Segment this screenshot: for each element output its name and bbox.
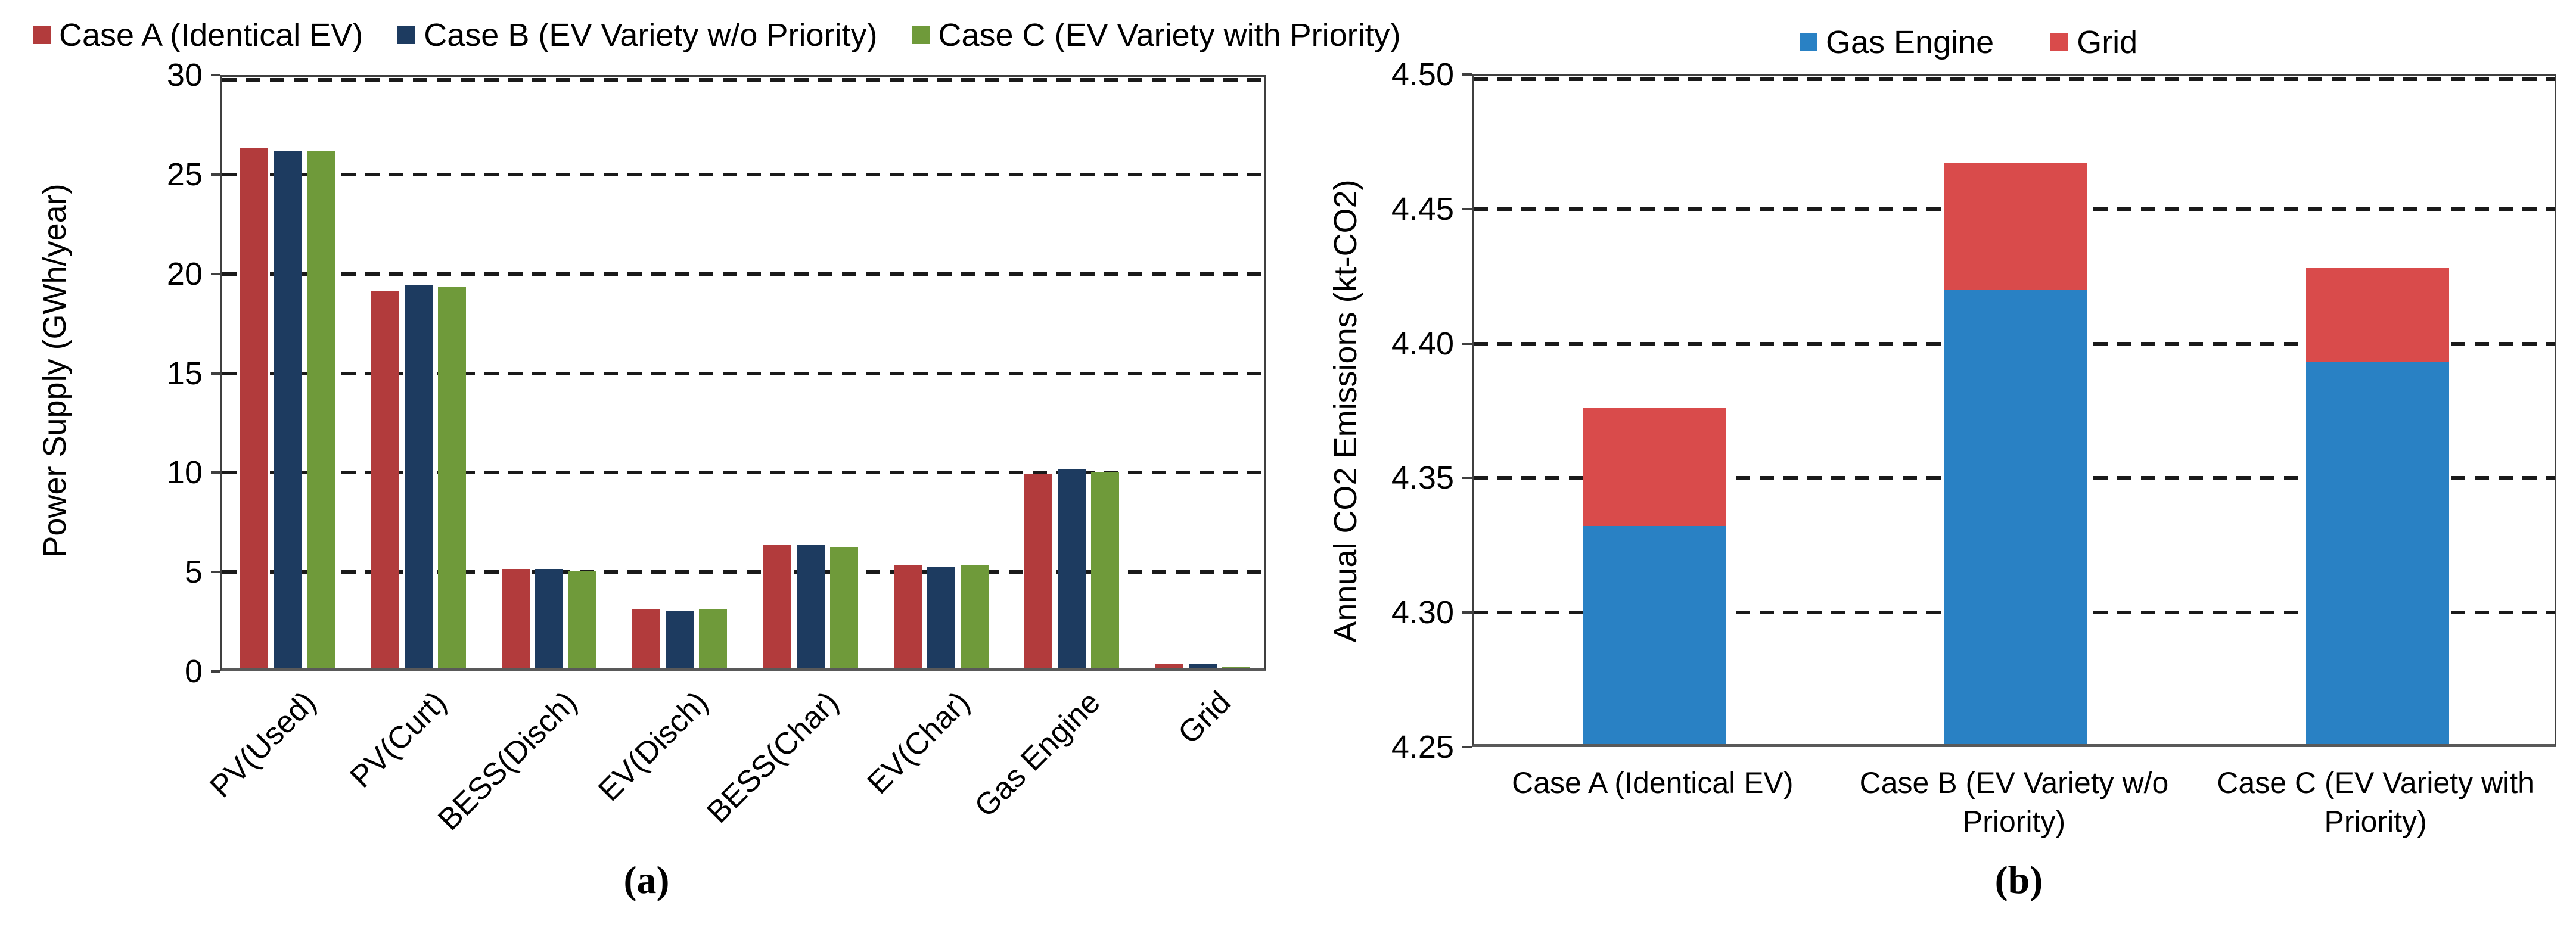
y-tick-mark-a-20 xyxy=(211,272,220,275)
y-tick-label-b-4.25: 4.25 xyxy=(1391,729,1454,765)
bar-a-grid-case-c-ev-variety-with-priority xyxy=(1222,666,1250,668)
bar-a-bess-char-case-b-ev-variety-w-o-priority xyxy=(796,545,825,668)
gridline-a-30 xyxy=(222,78,1264,82)
bar-a-grid-case-b-ev-variety-w-o-priority xyxy=(1188,664,1217,668)
bar-a-bess-char-case-c-ev-variety-with-priority xyxy=(829,547,858,668)
chart-a-legend: Case A (Identical EV) Case B (EV Variety … xyxy=(33,17,1401,54)
y-tick-label-b-4.50: 4.50 xyxy=(1391,57,1454,92)
legend-label-case-c-ev-variety-with-priority: Case C (EV Variety with Priority) xyxy=(938,17,1401,53)
y-tick-mark-a-15 xyxy=(211,372,220,375)
chart-b-y-axis-title: Annual CO2 Emissions (kt-CO2) xyxy=(1328,179,1363,643)
y-tick-label-b-4.40: 4.40 xyxy=(1391,325,1454,362)
legend-item-case-c-ev-variety-with-priority: Case C (EV Variety with Priority) xyxy=(912,17,1401,54)
gridline-a-20 xyxy=(222,272,1264,276)
y-tick-label-a-15: 15 xyxy=(166,355,203,391)
legend-item-case-b-ev-variety-w-o-priority: Case B (EV Variety w/o Priority) xyxy=(397,17,877,54)
legend-item-grid: Grid xyxy=(2050,24,2137,61)
bar-a-gas-engine-case-c-ev-variety-with-priority xyxy=(1091,471,1120,668)
bar-a-pv-used-case-c-ev-variety-with-priority xyxy=(307,151,335,668)
bar-a-bess-disch-case-c-ev-variety-with-priority xyxy=(568,571,596,668)
y-tick-mark-a-10 xyxy=(211,471,220,474)
y-tick-label-b-4.30: 4.30 xyxy=(1391,595,1454,631)
y-tick-label-a-20: 20 xyxy=(166,256,203,292)
legend-swatch-gas-engine-icon xyxy=(1800,33,1817,51)
bar-b-case-a-identical-ev-gas-engine xyxy=(1583,526,1726,744)
legend-swatch-case-a-identical-ev-icon xyxy=(33,26,51,44)
y-tick-label-a-5: 5 xyxy=(184,554,203,590)
x-axis-label-b-case-b-ev-variety-w-o-priority: Case B (EV Variety w/o Priority) xyxy=(1859,766,2169,838)
gridline-a-5 xyxy=(222,570,1264,574)
y-tick-mark-a-25 xyxy=(211,173,220,176)
bar-a-ev-disch-case-b-ev-variety-w-o-priority xyxy=(666,611,694,668)
bar-a-ev-disch-case-c-ev-variety-with-priority xyxy=(699,608,728,668)
y-tick-mark-b-4.35 xyxy=(1462,477,1472,480)
gridline-a-25 xyxy=(222,172,1264,176)
chart-a-caption: (a) xyxy=(623,858,670,902)
chart-a-plot-area xyxy=(220,75,1266,671)
legend-swatch-case-b-ev-variety-w-o-priority-icon xyxy=(397,26,416,44)
x-axis-label-b-case-a-identical-ev: Case A (Identical EV) xyxy=(1512,766,1794,799)
bar-b-case-c-ev-variety-with-priority-grid xyxy=(2305,267,2449,362)
y-tick-label-a-10: 10 xyxy=(166,455,203,491)
legend-swatch-grid-icon xyxy=(2050,33,2069,51)
y-tick-mark-b-4.25 xyxy=(1462,746,1472,748)
y-tick-label-a-25: 25 xyxy=(166,156,203,192)
y-tick-label-b-4.35: 4.35 xyxy=(1391,460,1454,496)
legend-label-gas-engine: Gas Engine xyxy=(1826,24,1994,60)
chart-b-legend: Gas Engine Grid xyxy=(1800,24,2137,61)
bar-b-case-b-ev-variety-w-o-priority-grid xyxy=(1944,163,2087,290)
legend-item-gas-engine: Gas Engine xyxy=(1800,24,1994,61)
chart-a-y-axis-title: Power Supply (GWh/year) xyxy=(37,183,73,558)
bar-a-ev-char-case-a-identical-ev xyxy=(894,565,922,668)
gridline-a-10 xyxy=(222,471,1264,475)
bar-a-bess-disch-case-a-identical-ev xyxy=(501,569,530,668)
y-tick-mark-a-5 xyxy=(211,571,220,574)
y-tick-label-a-0: 0 xyxy=(184,654,203,689)
y-tick-mark-b-4.50 xyxy=(1462,73,1472,76)
bar-a-gas-engine-case-a-identical-ev xyxy=(1024,474,1053,668)
bar-a-pv-used-case-a-identical-ev xyxy=(240,147,269,668)
bar-b-case-a-identical-ev-grid xyxy=(1583,407,1726,527)
y-tick-label-b-4.45: 4.45 xyxy=(1391,191,1454,227)
chart-b-caption: (b) xyxy=(1994,858,2043,902)
y-tick-mark-b-4.45 xyxy=(1462,207,1472,210)
bar-a-pv-curt-case-a-identical-ev xyxy=(371,291,399,668)
bar-b-case-c-ev-variety-with-priority-gas-engine xyxy=(2305,362,2449,744)
bar-a-pv-curt-case-b-ev-variety-w-o-priority xyxy=(404,285,433,668)
bar-a-ev-char-case-b-ev-variety-w-o-priority xyxy=(927,567,956,668)
bar-a-ev-disch-case-a-identical-ev xyxy=(632,608,661,668)
legend-swatch-case-c-ev-variety-with-priority-icon xyxy=(912,26,930,44)
gridline-a-15 xyxy=(222,371,1264,375)
bar-a-pv-curt-case-c-ev-variety-with-priority xyxy=(437,287,466,668)
chart-b-plot-area xyxy=(1472,74,2556,747)
y-tick-label-a-30: 30 xyxy=(166,57,203,93)
legend-label-grid: Grid xyxy=(2077,24,2138,60)
bar-a-ev-char-case-c-ev-variety-with-priority xyxy=(961,565,989,668)
bar-a-bess-disch-case-b-ev-variety-w-o-priority xyxy=(535,569,563,668)
y-tick-mark-a-30 xyxy=(211,74,220,76)
y-tick-mark-b-4.40 xyxy=(1462,342,1472,345)
bar-a-pv-used-case-b-ev-variety-w-o-priority xyxy=(274,151,302,668)
bar-a-grid-case-a-identical-ev xyxy=(1155,664,1183,668)
legend-item-case-a-identical-ev: Case A (Identical EV) xyxy=(33,17,363,54)
y-tick-mark-a-0 xyxy=(211,670,220,673)
legend-label-case-a-identical-ev: Case A (Identical EV) xyxy=(59,17,363,53)
bar-a-bess-char-case-a-identical-ev xyxy=(763,545,791,668)
legend-label-case-b-ev-variety-w-o-priority: Case B (EV Variety w/o Priority) xyxy=(424,17,878,53)
bar-b-case-b-ev-variety-w-o-priority-gas-engine xyxy=(1944,289,2087,744)
gridline-b-4.50 xyxy=(1474,77,2555,81)
x-axis-label-b-case-c-ev-variety-with-priority: Case C (EV Variety with Priority) xyxy=(2217,766,2534,838)
bar-a-gas-engine-case-b-ev-variety-w-o-priority xyxy=(1058,469,1086,668)
y-tick-mark-b-4.30 xyxy=(1462,611,1472,614)
